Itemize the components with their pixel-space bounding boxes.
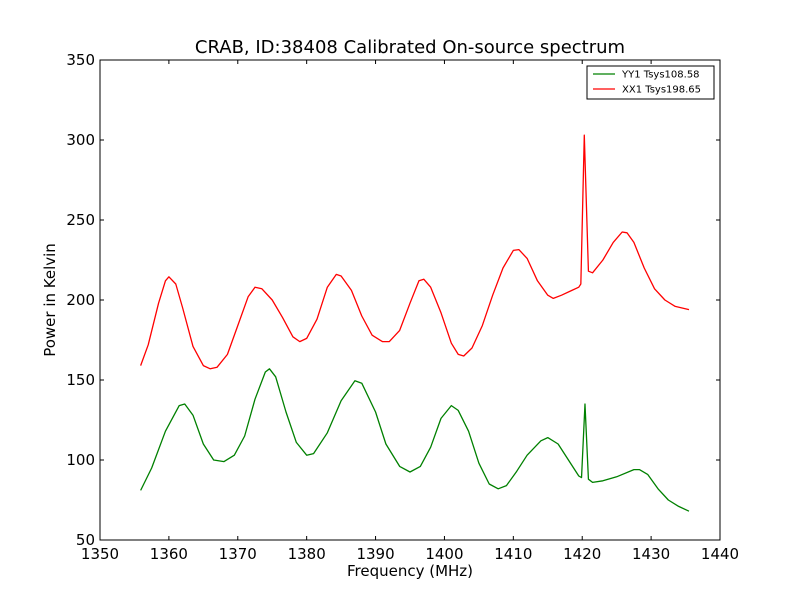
y-tick-label: 300 [66, 131, 95, 149]
series-line-1 [140, 368, 690, 512]
x-tick-label: 1370 [219, 545, 257, 563]
y-tick-label: 350 [66, 51, 95, 69]
x-tick-label: 1420 [563, 545, 601, 563]
series-layer [140, 134, 690, 512]
x-tick-label: 1390 [356, 545, 394, 563]
y-axis-label: Power in Kelvin [41, 243, 59, 357]
legend-box [586, 65, 715, 100]
y-tick-label: 250 [66, 211, 95, 229]
plot-frame [99, 59, 721, 541]
x-tick-label: 1380 [288, 545, 326, 563]
legend: YY1 Tsys108.58 XX1 Tsys198.65 [586, 65, 715, 100]
ticks-layer: 1350 1360 1370 1380 1390 1400 1410 1420 1430 1440… [66, 51, 739, 563]
y-tick-label: 150 [66, 371, 95, 389]
x-tick-label: 1430 [632, 545, 670, 563]
y-tick-label: 50 [76, 531, 95, 549]
y-tick-label: 200 [66, 291, 95, 309]
chart-title: CRAB, ID:38408 Calibrated On-source spec… [195, 37, 625, 58]
x-axis-label: Frequency (MHz) [347, 562, 473, 580]
x-tick-label: 1440 [701, 545, 739, 563]
x-tick-label: 1410 [494, 545, 532, 563]
legend-label: YY1 Tsys108.58 [621, 70, 700, 81]
legend-label: XX1 Tsys198.65 [622, 85, 701, 96]
x-tick-label: 1400 [425, 545, 463, 563]
x-tick-label: 1350 [81, 545, 119, 563]
x-tick-label: 1360 [150, 545, 188, 563]
y-tick-label: 100 [66, 451, 95, 469]
series-line-2 [140, 134, 690, 370]
